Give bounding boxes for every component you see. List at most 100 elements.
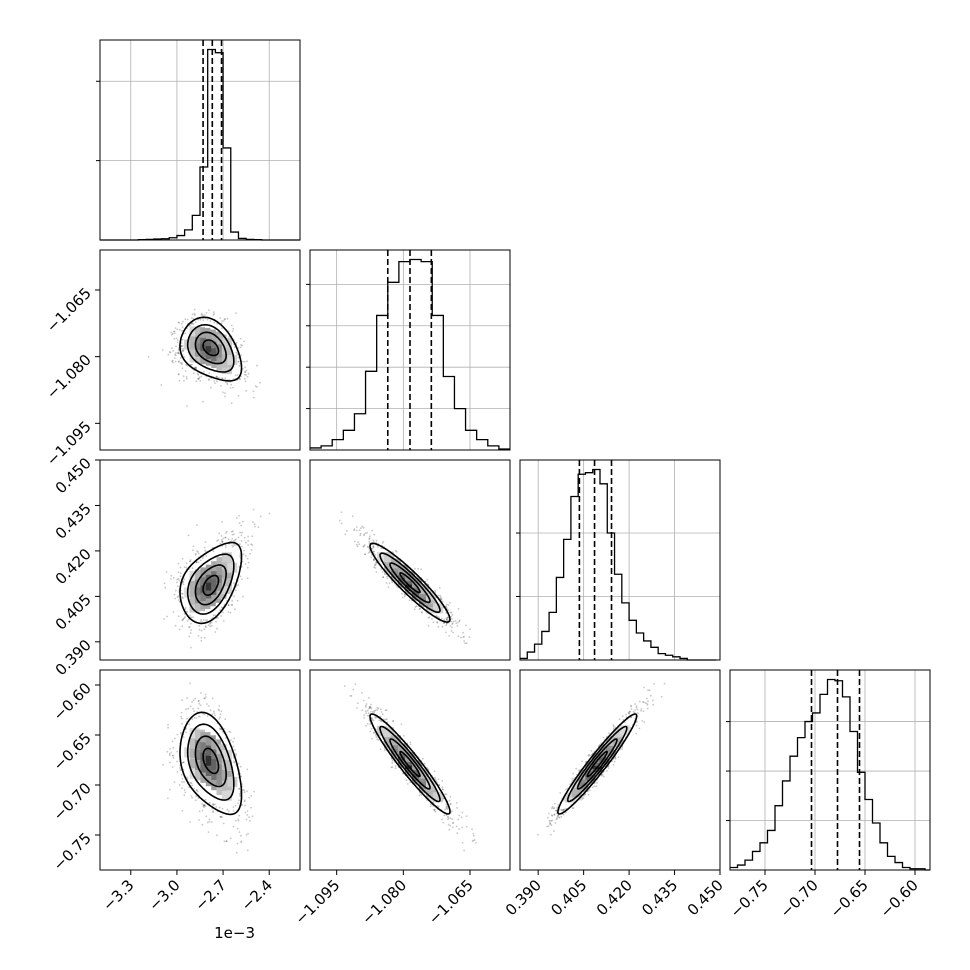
sample-point <box>238 514 240 517</box>
sample-point <box>189 559 192 561</box>
sample-point <box>204 626 207 629</box>
sample-point <box>168 788 171 791</box>
sample-point <box>240 354 242 356</box>
sample-point <box>244 563 247 565</box>
sample-point <box>180 322 183 325</box>
sample-point <box>550 814 553 816</box>
sample-point <box>458 814 461 817</box>
sample-point <box>176 578 179 581</box>
density-cell <box>433 603 443 614</box>
sample-point <box>206 619 209 621</box>
contour-level-3 <box>179 316 243 382</box>
sample-point <box>241 545 243 548</box>
sample-point <box>195 717 198 719</box>
sample-point <box>224 318 227 320</box>
sample-point <box>237 584 240 586</box>
density-cell <box>195 346 205 357</box>
sample-point <box>231 599 234 602</box>
sample-point <box>172 746 175 749</box>
sample-point <box>245 390 247 392</box>
sample-point <box>423 762 426 765</box>
sample-point <box>195 380 198 383</box>
sample-point <box>450 630 453 632</box>
sample-point <box>553 807 556 809</box>
contour-level-3 <box>179 711 243 816</box>
sample-point <box>451 622 454 625</box>
sample-point <box>415 605 418 608</box>
contour-level-2 <box>186 553 235 615</box>
sample-point <box>232 810 235 812</box>
sample-point <box>245 833 248 836</box>
sample-point <box>430 803 432 806</box>
density-cell <box>200 347 211 358</box>
sample-point <box>593 785 596 788</box>
sample-point <box>551 815 554 817</box>
sample-point <box>200 312 203 315</box>
sample-point <box>185 364 188 366</box>
sample-point <box>363 534 365 537</box>
density-cell <box>211 759 222 770</box>
sample-point <box>370 710 372 713</box>
sample-point <box>201 803 204 805</box>
sample-point <box>340 522 343 525</box>
sample-point <box>237 536 240 539</box>
sample-point <box>465 815 468 817</box>
sample-point <box>212 311 215 314</box>
sample-point <box>197 700 200 702</box>
sample-point <box>441 625 444 628</box>
sample-point <box>426 578 429 581</box>
sample-point <box>170 333 173 336</box>
sample-point <box>186 318 189 321</box>
sample-point <box>452 822 454 824</box>
sample-point <box>168 350 171 353</box>
sample-point <box>242 595 244 598</box>
sample-point <box>204 693 207 696</box>
sample-point <box>432 621 435 624</box>
sample-point <box>183 781 185 783</box>
sample-point <box>372 550 375 553</box>
density-cell <box>195 585 205 596</box>
sample-point <box>177 373 180 375</box>
sample-point <box>200 639 203 642</box>
sample-point <box>172 611 175 613</box>
sample-point <box>366 531 368 534</box>
sample-point <box>363 553 366 556</box>
sample-point <box>239 555 241 557</box>
sample-point <box>454 620 457 622</box>
sample-point <box>224 392 226 394</box>
sample-point <box>346 530 348 532</box>
sample-point <box>179 572 182 574</box>
sample-point <box>206 318 209 321</box>
sample-point <box>372 545 375 548</box>
density-cell <box>613 727 623 738</box>
sample-point <box>220 538 223 541</box>
sample-point <box>215 375 218 378</box>
sample-point <box>166 750 169 753</box>
sample-point <box>437 625 440 628</box>
panel-frame <box>99 249 301 451</box>
sample-point <box>252 396 255 399</box>
sample-point <box>547 825 550 827</box>
sample-point <box>182 345 184 347</box>
sample-point <box>375 571 378 573</box>
sample-point <box>212 804 215 806</box>
density-cell <box>221 344 232 355</box>
sample-point <box>246 790 248 793</box>
sample-point <box>364 553 367 556</box>
sample-point <box>173 332 176 335</box>
sample-point <box>177 577 180 580</box>
sample-point <box>353 528 356 531</box>
sample-point <box>638 727 641 730</box>
sample-point <box>201 809 204 812</box>
sample-point <box>559 792 562 794</box>
sample-point <box>204 625 207 628</box>
density-cell <box>205 342 216 353</box>
sample-point <box>216 627 218 630</box>
sample-point <box>175 337 178 340</box>
sample-point <box>178 352 181 355</box>
sample-point <box>221 540 224 543</box>
density-cell <box>195 340 205 350</box>
sample-point <box>391 761 394 764</box>
sample-point <box>182 617 185 620</box>
sample-point <box>245 541 247 544</box>
